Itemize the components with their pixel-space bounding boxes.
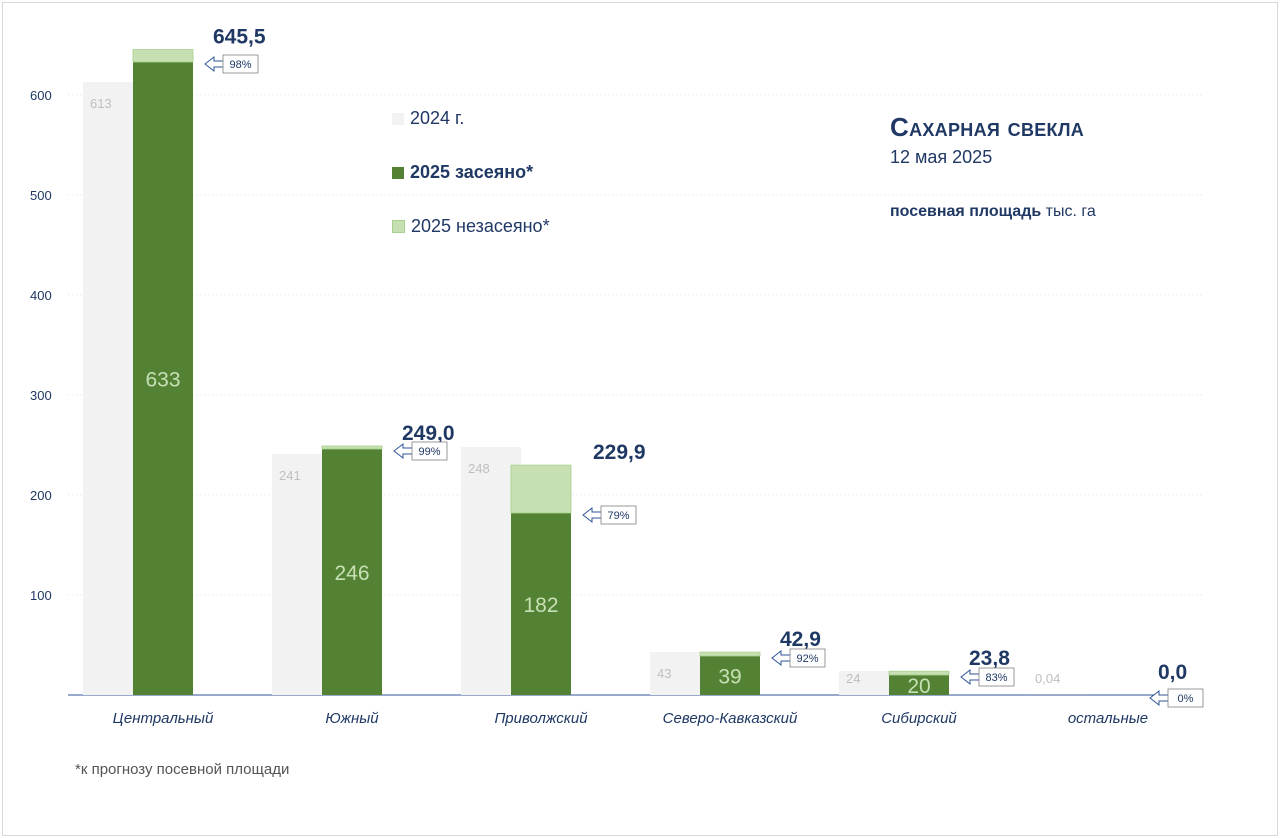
percent-box [978, 667, 1015, 687]
chart-unit: посевная площадь тыс. га [890, 203, 1096, 221]
bar-2025-sown-label: 20 [907, 675, 930, 698]
legend-swatch-2025-sown [392, 166, 404, 179]
category-label: остальные [1068, 710, 1148, 727]
percent-arrow [960, 668, 981, 686]
percent-box [411, 441, 448, 461]
category-label: Приволжский [494, 710, 588, 727]
category-label: Северо-Кавказский [663, 710, 798, 727]
total-label: 42,9 [780, 628, 821, 651]
bar-2025-sown-label: 39 [718, 666, 741, 689]
chart-unit-bold: посевная площадь [890, 203, 1042, 220]
total-label: 0,0 [1158, 661, 1187, 684]
total-label: 23,8 [969, 647, 1010, 670]
y-tick-label: 200 [30, 488, 52, 503]
legend-label-2024: 2024 г. [410, 108, 465, 128]
percent-arrow [1149, 689, 1170, 707]
bar-2024-label: 24 [846, 671, 860, 686]
bar-2025-sown [700, 656, 760, 695]
chart-unit-rest: тыс. га [1045, 203, 1096, 220]
percent-box [1167, 688, 1204, 708]
total-label: 249,0 [402, 422, 455, 445]
category-label: Южный [325, 710, 379, 727]
total-label: 645,5 [213, 26, 266, 49]
bar-2025-sown-label: 246 [334, 562, 369, 585]
bar-2025-sown [133, 62, 193, 695]
chart-title: Сахарная свекла [890, 112, 1085, 142]
legend-label-2025-unsown: 2025 незасеяно* [411, 216, 550, 236]
percent-box [789, 648, 826, 668]
y-tick-label: 100 [30, 588, 52, 603]
legend-item-2025-sown: 2025 засеяно* [392, 162, 533, 183]
percent-arrow [204, 55, 225, 73]
bar-2024-label: 43 [657, 666, 671, 681]
percent-label: 83% [985, 672, 1007, 684]
bar-2025-unsown [321, 445, 383, 450]
bar-2024-label: 0,04 [1035, 671, 1060, 686]
percent-label: 98% [229, 59, 251, 71]
percent-arrow [582, 506, 603, 524]
legend-item-2024: 2024 г. [392, 108, 464, 129]
percent-arrow [393, 442, 414, 460]
bar-2025-unsown [699, 651, 761, 657]
bar-2025-unsown [888, 670, 950, 676]
bar-2025-sown-label: 182 [523, 594, 558, 617]
percent-box [222, 54, 259, 74]
percent-box [600, 505, 637, 525]
percent-arrow [771, 649, 792, 667]
bar-2024-label: 613 [90, 96, 112, 111]
footnote: *к прогнозу посевной площади [75, 761, 290, 778]
y-tick-label: 600 [30, 88, 52, 103]
y-tick-label: 400 [30, 288, 52, 303]
chart-subtitle: 12 мая 2025 [890, 147, 993, 167]
y-tick-label: 300 [30, 388, 52, 403]
legend-item-2025-unsown: 2025 незасеяно* [392, 216, 550, 237]
legend-swatch-2024 [392, 112, 404, 125]
y-tick-label: 500 [30, 188, 52, 203]
bar-2025-sown-label: 633 [145, 369, 180, 392]
category-label: Центральный [113, 710, 214, 727]
bar-2024-label: 248 [468, 461, 490, 476]
percent-label: 92% [796, 653, 818, 665]
legend-swatch-2025-unsown [392, 220, 405, 233]
bar-2025-sown [889, 675, 949, 695]
total-label: 229,9 [593, 441, 646, 464]
bar-2024-label: 241 [279, 468, 301, 483]
bar-2025-unsown [510, 464, 572, 514]
legend-label-2025-sown: 2025 засеяно* [410, 162, 534, 182]
category-label: Сибирский [881, 710, 957, 727]
bar-2025-unsown [132, 49, 194, 63]
percent-label: 79% [607, 510, 629, 522]
bar-2025-sown [322, 449, 382, 695]
percent-label: 99% [418, 446, 440, 458]
chart-title-block: Сахарная свекла 12 мая 2025 [890, 112, 1084, 168]
percent-label: 0% [1178, 693, 1194, 705]
bar-2025-sown [511, 513, 571, 695]
